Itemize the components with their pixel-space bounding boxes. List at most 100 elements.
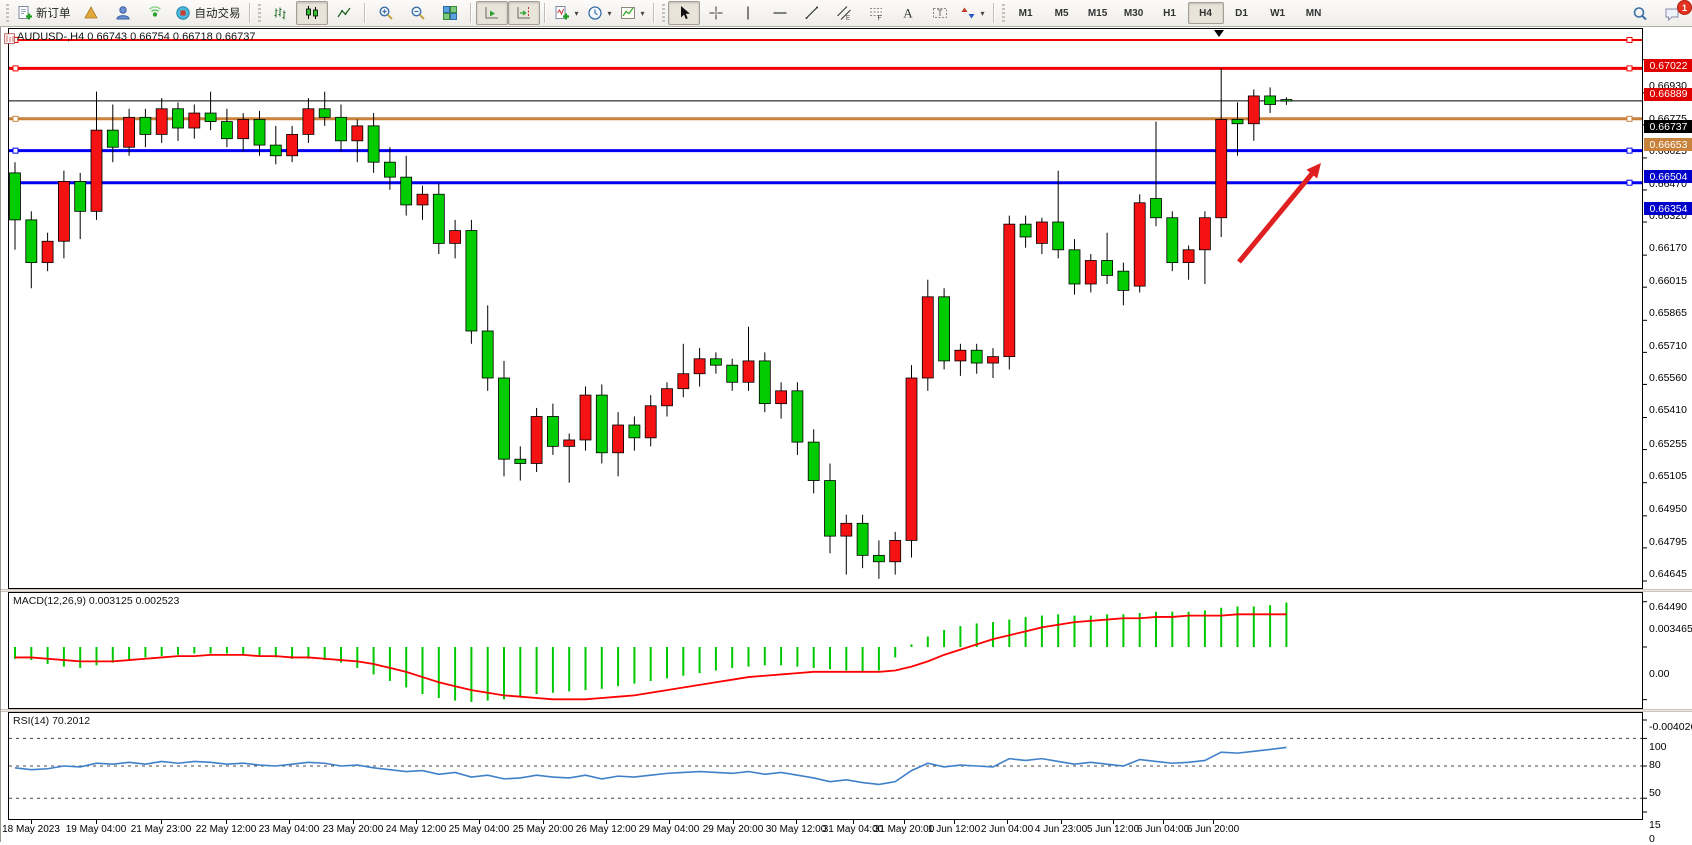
toolbar-grip[interactable] — [6, 4, 9, 22]
candlestick-chart-button[interactable] — [295, 1, 328, 25]
text-button[interactable]: A — [892, 1, 924, 25]
price-axis-value: 0.65865 — [1649, 307, 1687, 320]
candle-body — [1231, 119, 1244, 125]
line-handle[interactable] — [1626, 65, 1633, 72]
periods-button[interactable]: ▾ — [583, 1, 616, 25]
new-order-button[interactable]: 新订单 — [12, 1, 75, 25]
main-price-chart[interactable] — [1, 28, 1692, 589]
zoom-out-button[interactable] — [402, 1, 434, 25]
signals-button[interactable] — [139, 1, 171, 25]
time-axis-label: 21 May 23:00 — [130, 824, 192, 835]
timeframe-d1-button[interactable]: D1 — [1235, 7, 1248, 19]
time-axis-label: 2 Jun 04:00 — [980, 824, 1034, 835]
macd-panel[interactable] — [1, 592, 1692, 709]
line-handle[interactable] — [1626, 115, 1633, 122]
chart-shift-button[interactable] — [507, 1, 540, 25]
time-axis[interactable]: 18 May 2023 19 May 04:00 21 May 23:00 22 Ma… — [1, 820, 1692, 842]
price-tag: 0.66354 — [1644, 202, 1692, 216]
line-handle[interactable] — [12, 147, 19, 154]
time-axis-tick — [31, 820, 32, 824]
candle-body — [367, 125, 380, 163]
time-axis-tick — [479, 820, 480, 824]
chevron-down-icon[interactable]: ▾ — [574, 8, 579, 18]
bar-chart-button[interactable] — [264, 1, 296, 25]
indicators-button[interactable]: ▾ — [550, 1, 583, 25]
time-axis-tick — [1113, 820, 1114, 824]
candle-body — [416, 193, 429, 206]
crosshair-button[interactable] — [700, 1, 732, 25]
toolbar-grip[interactable] — [1001, 4, 1005, 22]
candle-body — [563, 439, 576, 447]
template-icon — [620, 5, 637, 21]
trend-arrow-head[interactable] — [1306, 163, 1321, 179]
fibonacci-button[interactable]: F — [860, 1, 892, 25]
timeframe-m5-button[interactable]: M5 — [1054, 7, 1069, 19]
arrows-button[interactable]: ▾ — [956, 1, 989, 25]
candle-body — [335, 116, 347, 142]
time-axis-label: 23 May 04:00 — [258, 824, 320, 835]
candle-body — [514, 458, 527, 464]
candle-body — [465, 230, 478, 332]
tile-windows-icon — [441, 5, 458, 21]
candle-body — [286, 134, 299, 157]
timeframe-h1-button[interactable]: H1 — [1163, 7, 1176, 19]
timeframe-mn-button[interactable]: MN — [1305, 7, 1322, 19]
candle-body — [530, 416, 543, 464]
line-handle[interactable] — [1626, 36, 1633, 43]
candle-body — [1247, 95, 1260, 125]
timeframe-m30-button[interactable]: M30 — [1123, 7, 1144, 19]
tile-windows-button[interactable] — [434, 1, 466, 25]
trendline-button[interactable] — [796, 1, 828, 25]
timeframe-h4-button[interactable]: H4 — [1187, 2, 1224, 24]
chart-window: AUDUSD-,H4 0.66743 0.66754 0.66718 0.667… — [0, 27, 1692, 845]
templates-button[interactable]: ▾ — [616, 1, 649, 25]
toolbar-separator — [469, 3, 472, 23]
rsi-panel[interactable] — [1, 712, 1692, 820]
candle-body — [938, 296, 950, 362]
toolbar-grip[interactable] — [257, 4, 261, 22]
cursor-button[interactable] — [667, 1, 700, 25]
market-watch-button[interactable] — [107, 1, 139, 25]
candle-body — [302, 108, 315, 135]
line-handle[interactable] — [1626, 179, 1633, 186]
trend-arrow-object[interactable] — [1237, 168, 1317, 264]
autotrading-button-label: 自动交易 — [194, 8, 241, 20]
equidistant-channel-button[interactable]: E — [828, 1, 860, 25]
notifications-button[interactable]: 1 — [1656, 0, 1692, 26]
time-axis-label: 22 May 12:00 — [195, 824, 257, 835]
candle-body — [710, 358, 722, 366]
timeframe-w1-button[interactable]: W1 — [1270, 7, 1286, 19]
line-handle[interactable] — [12, 65, 19, 72]
zoom-in-button[interactable] — [370, 1, 402, 25]
timeframe-m15-button[interactable]: M15 — [1087, 7, 1108, 19]
toolbar-grip[interactable] — [661, 4, 665, 22]
price-axis-value: 0.64950 — [1649, 502, 1687, 515]
panel-splitter[interactable] — [1, 709, 1692, 712]
candle-body — [987, 356, 999, 364]
text-label-button[interactable]: T — [924, 1, 956, 25]
candle-body — [1117, 270, 1130, 291]
line-handle[interactable] — [12, 115, 19, 122]
line-chart-button[interactable] — [328, 1, 360, 25]
time-axis-label: 31 May 04:00 — [822, 824, 884, 835]
time-axis-tick — [954, 820, 955, 824]
panel-splitter[interactable] — [1, 589, 1692, 592]
time-axis-label: 6 Jun 20:00 — [1186, 824, 1240, 835]
autotrading-icon — [175, 5, 192, 21]
candle-body — [791, 390, 804, 443]
vertical-line-button[interactable] — [732, 1, 764, 25]
chevron-down-icon[interactable]: ▾ — [607, 8, 612, 18]
timeframe-m1-button[interactable]: M1 — [1018, 7, 1033, 19]
chevron-down-icon[interactable]: ▾ — [640, 8, 645, 18]
auto-scroll-button[interactable] — [475, 1, 508, 25]
time-axis-tick — [904, 820, 905, 824]
search-button[interactable] — [1624, 2, 1656, 26]
toolbar-separator — [652, 3, 655, 23]
line-handle[interactable] — [1626, 147, 1633, 154]
autotrading-button[interactable]: 自动交易 — [171, 1, 245, 25]
metaeditor-button[interactable] — [75, 1, 107, 25]
horizontal-line-button[interactable] — [764, 1, 796, 25]
chevron-down-icon[interactable]: ▾ — [980, 8, 985, 18]
candle-body — [677, 373, 690, 390]
